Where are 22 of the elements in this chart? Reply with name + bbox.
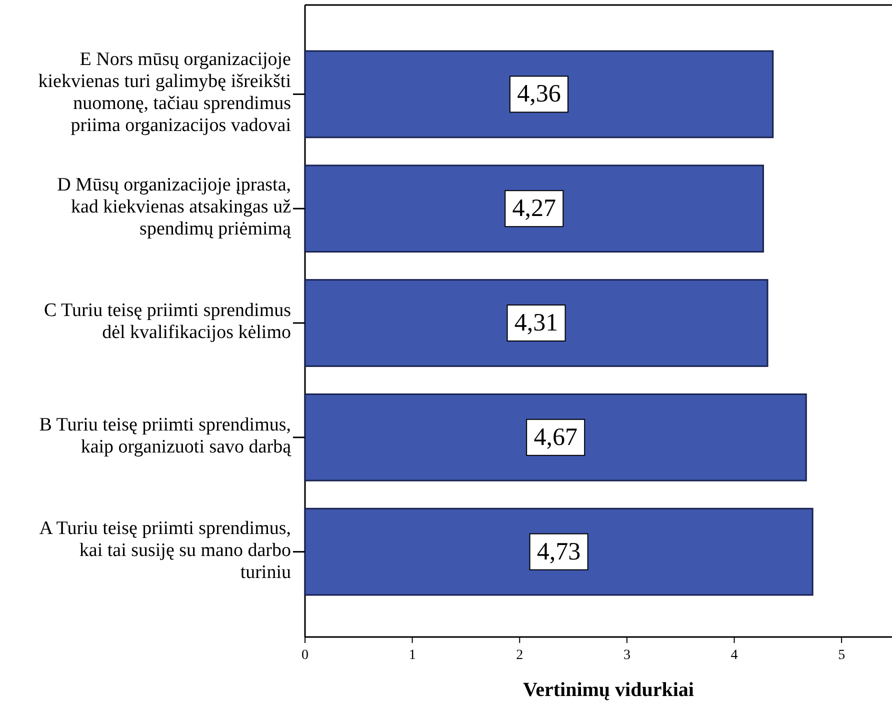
data-label: 4,31 (514, 310, 558, 336)
y-tick-label: D Mūsų organizacijoje įprasta, kad kiekvienas atsakingas už spendimų priėmimą (57, 174, 292, 240)
x-tick-label: 3 (623, 648, 630, 663)
data-label: 4,67 (534, 424, 578, 451)
y-tick-label: E Nors mūsų organizacijoje kiekvienas turi galimybę išreikšti nuomonę, tačiau sprendimus priima organizacijos vadovai (38, 50, 291, 137)
x-tick-label: 5 (838, 648, 846, 663)
bar (304, 393, 807, 482)
x-tick-label: 0 (302, 648, 308, 663)
x-tick-label: 2 (516, 648, 524, 663)
y-tick-label: B Turiu teisę priimti sprendimus, kaip organizuoti savo darbą (39, 414, 292, 458)
bar (304, 279, 768, 367)
x-tick-label: 4 (730, 648, 738, 663)
bar (304, 508, 814, 596)
bar (304, 164, 764, 253)
data-label: 4,36 (517, 80, 561, 108)
data-label: 4,27 (512, 195, 556, 222)
y-tick-label: C Turiu teisę priimti sprendimus dėl kvalifikacijos kėlimo (44, 300, 291, 344)
y-tick-label: A Turiu teisę priimti sprendimus, kai tai susiję su mano darbo turiniu (39, 518, 292, 584)
bar (304, 50, 774, 138)
data-label: 4,73 (536, 538, 581, 566)
x-tick-label: 1 (408, 648, 416, 663)
x-axis-title: Vertinimų vidurkiai (523, 679, 694, 701)
